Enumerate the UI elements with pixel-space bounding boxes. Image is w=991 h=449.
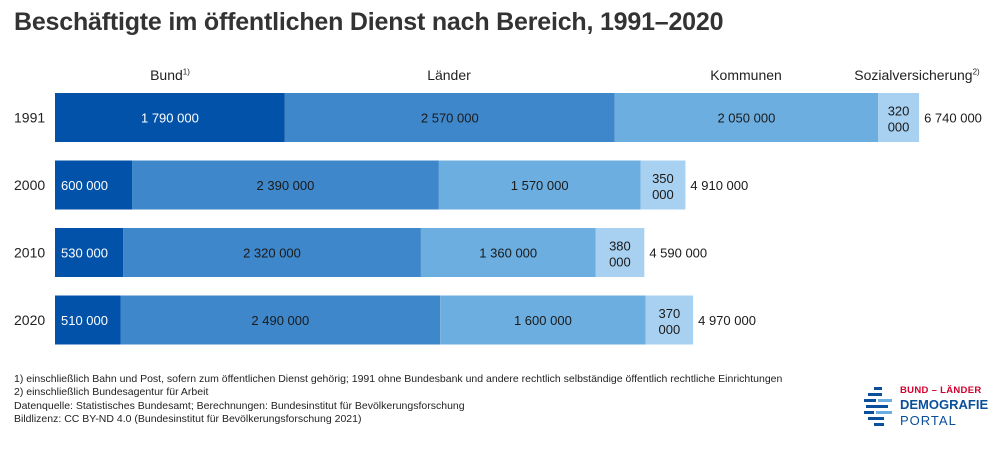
legend-label-sozial-note: 2) (972, 67, 980, 77)
bar-bund-2000 (55, 160, 133, 210)
data-label-bund-2020: 510 000 (61, 313, 108, 328)
legend-label-kommunen: Kommunen (710, 67, 782, 83)
image-license: Bildlizenz: CC BY-ND 4.0 (Bundesinstitut… (14, 412, 362, 425)
bar-laender-2020 (120, 295, 441, 345)
data-source: Datenquelle: Statistisches Bundesamt; Be… (14, 399, 465, 412)
legend-label-bund-text: Bund (150, 67, 183, 83)
footnote-2: 2) einschließlich Bundesagentur für Arbe… (14, 386, 209, 399)
bar-laender-2010 (123, 228, 421, 277)
chart-title: Beschäftigte im öffentlichen Dienst nach… (14, 8, 724, 36)
data-label-kommunen-2000: 1 570 000 (511, 178, 569, 193)
footnote-1: 1) einschließlich Bahn und Post, sofern … (14, 373, 783, 385)
bar-laender-2000 (132, 160, 439, 210)
data-label-bund-2000: 600 000 (61, 178, 108, 193)
total-label-1991: 6 740 000 (924, 111, 982, 126)
bar-bund-2020 (55, 295, 121, 345)
legend-label-laender: Länder (427, 67, 471, 83)
bar-kommunen-2020 (440, 295, 646, 345)
legend-label-sozial: Sozialversicherung2) (854, 67, 979, 83)
category-label-1991: 1991 (14, 110, 45, 126)
category-label-2020: 2020 (14, 312, 45, 328)
bar-kommunen-2000 (438, 160, 641, 210)
data-label-laender-1991: 2 570 000 (421, 111, 479, 126)
data-label-laender-2020: 2 490 000 (251, 313, 309, 328)
total-label-2000: 4 910 000 (690, 178, 748, 193)
bar-sozial-1991 (878, 93, 920, 142)
data-label-sozial-2020: 370 000 (659, 306, 681, 337)
data-label-laender-2000: 2 390 000 (257, 178, 315, 193)
data-label-bund-2010: 530 000 (61, 246, 108, 261)
legend-label-bund-note: 1) (182, 67, 190, 77)
logo-text-portal: PORTAL (900, 413, 957, 428)
data-label-sozial-2000: 350 000 (652, 171, 674, 202)
demografie-portal-logo: BUND – LÄNDER DEMOGRAFIE PORTAL (864, 385, 989, 435)
total-label-2010: 4 590 000 (649, 246, 707, 261)
data-label-sozial-1991: 320 000 (888, 104, 910, 135)
bar-laender-1991 (284, 93, 615, 142)
bar-kommunen-2010 (420, 228, 596, 277)
bar-kommunen-1991 (614, 93, 878, 142)
footnotes: 1) einschließlich Bahn und Post, sofern … (14, 373, 782, 426)
data-label-laender-2010: 2 320 000 (243, 246, 301, 261)
total-label-2020: 4 970 000 (698, 313, 756, 328)
logo-text-demografie: DEMOGRAFIE (900, 397, 989, 412)
stacked-bar-chart: 1991 1 790 000 2 570 000 2 050 000 320 000 6 7… (14, 93, 982, 345)
data-label-kommunen-2010: 1 360 000 (479, 246, 537, 261)
demografie-portal-logo-icon (864, 387, 892, 426)
data-label-bund-1991: 1 790 000 (141, 111, 199, 126)
logo-text-bund-laender: BUND – LÄNDER (900, 385, 982, 396)
category-label-2010: 2010 (14, 245, 45, 261)
data-label-kommunen-2020: 1 600 000 (514, 313, 572, 328)
legend-label-bund: Bund1) (150, 67, 190, 83)
bar-bund-1991 (55, 93, 285, 142)
bar-sozial-2010 (595, 228, 645, 277)
bar-sozial-2020 (645, 295, 694, 345)
data-label-sozial-2010: 380 000 (609, 239, 631, 270)
legend-label-sozial-text: Sozialversicherung (854, 67, 973, 83)
data-label-kommunen-1991: 2 050 000 (717, 111, 775, 126)
bar-sozial-2000 (640, 160, 686, 210)
bar-bund-2010 (55, 228, 124, 277)
category-label-2000: 2000 (14, 177, 45, 193)
